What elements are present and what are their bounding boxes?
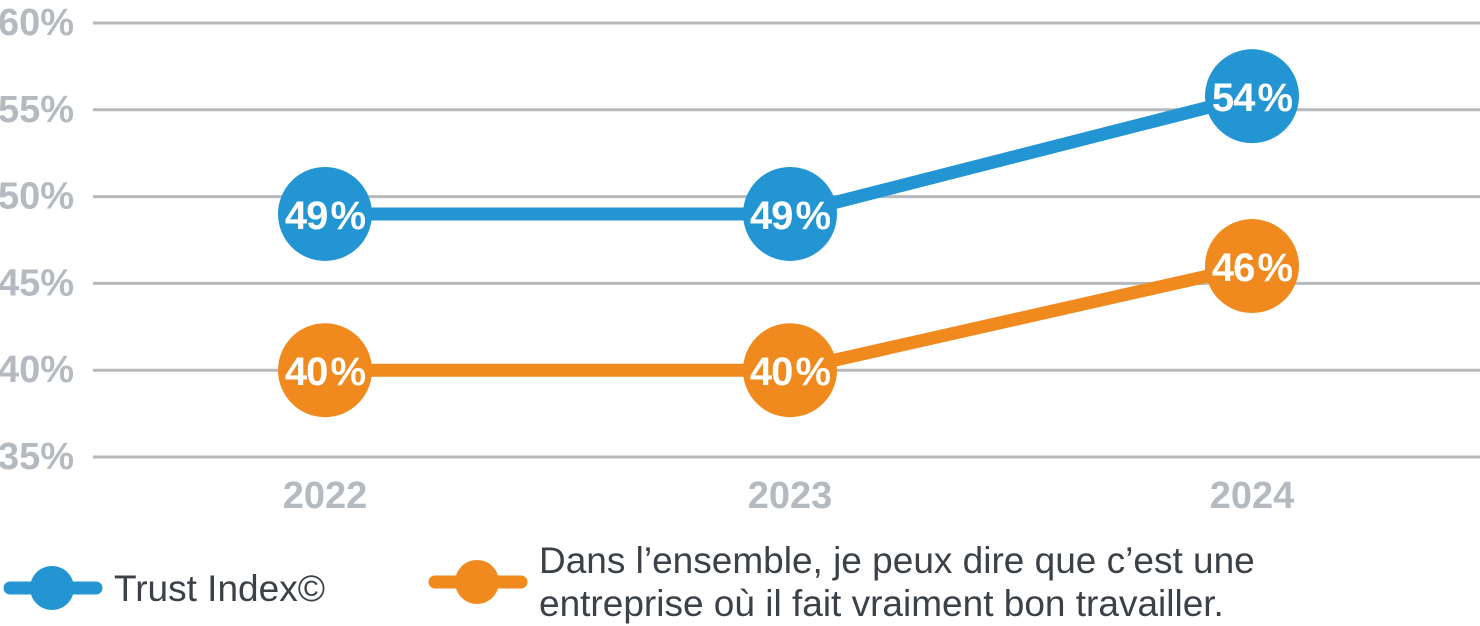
- marker-label-series-1-2022: 40 %: [285, 350, 366, 394]
- legend-label-trust-index: Trust Index©: [114, 567, 325, 610]
- y-tick-50: 50%: [0, 176, 74, 218]
- legend-dot-icon: [30, 566, 74, 610]
- marker-label-series-0-2024: 54 %: [1212, 76, 1293, 120]
- x-tick-2023: 2023: [748, 475, 833, 517]
- marker-series-0-2022: [278, 166, 372, 261]
- plot-area: 60% 55% 50% 45% 40% 35% 2022 2023 2024 49 % 49 % 54…: [0, 2, 1480, 517]
- legend-marker-blue: [3, 566, 103, 610]
- legend-marker-orange: [428, 560, 528, 604]
- marker-label-series-0-2023: 49 %: [750, 194, 831, 238]
- marker-label-series-1-2023: 40 %: [750, 350, 831, 394]
- x-tick-2024: 2024: [1210, 475, 1295, 517]
- legend-text: Trust Index©: [114, 567, 325, 609]
- legend-label-statement: Dans l’ensemble, je peux dire que c’est …: [539, 539, 1255, 625]
- legend-dot-icon: [455, 560, 499, 604]
- y-tick-60: 60%: [0, 2, 74, 44]
- legend-text-line-1: Dans l’ensemble, je peux dire que c’est …: [539, 540, 1255, 581]
- marker-series-0-2023: [743, 166, 837, 261]
- marker-series-0-2024: [1205, 49, 1299, 144]
- x-tick-2022: 2022: [283, 475, 368, 517]
- y-tick-40: 40%: [0, 349, 74, 391]
- marker-series-1-2023: [743, 323, 837, 418]
- marker-series-1-2022: [278, 323, 372, 418]
- marker-series-1-2024: [1205, 219, 1299, 314]
- y-tick-55: 55%: [0, 89, 74, 131]
- y-tick-45: 45%: [0, 262, 74, 304]
- marker-label-series-1-2024: 46 %: [1212, 246, 1293, 290]
- legend-item-statement: Dans l’ensemble, je peux dire que c’est …: [427, 536, 1255, 626]
- legend-item-trust-index: Trust Index©: [2, 540, 325, 626]
- legend-text-line-2: entreprise où il fait vraiment bon trava…: [539, 583, 1224, 624]
- marker-label-series-0-2022: 49 %: [285, 194, 366, 238]
- y-tick-35: 35%: [0, 436, 74, 478]
